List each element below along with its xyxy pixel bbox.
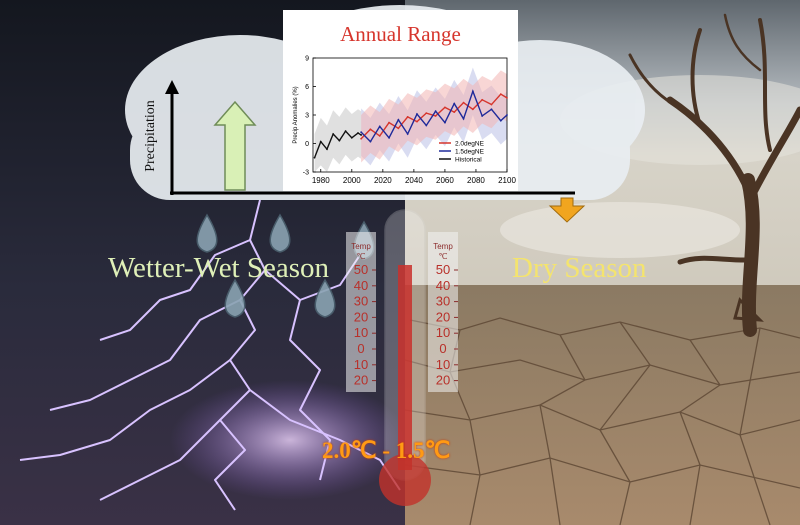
data-point-2.0degNE: [453, 111, 456, 114]
data-point-1.5degNE: [425, 124, 428, 127]
thermometer-tick-label: 10: [436, 357, 450, 372]
data-point-1.5degNE: [481, 115, 484, 117]
data-point-2.0degNE: [481, 98, 484, 101]
y-tick-label: 9: [305, 56, 309, 63]
thermometer-tick-label: 10: [436, 325, 450, 340]
x-tick-label: 2060: [436, 176, 454, 185]
thermometer-tick-label: 50: [436, 262, 450, 277]
data-point-2.0degNE: [471, 108, 474, 111]
wet-season-label: Wetter-Wet Season: [108, 252, 330, 284]
legend-label-Historical: Historical: [455, 157, 482, 164]
data-point-1.5degNE: [506, 114, 508, 116]
thermometer-tick-label: 30: [436, 294, 450, 309]
thermometer-bulb: [379, 454, 431, 506]
data-point-1.5degNE: [397, 118, 400, 121]
thermometer-tick-label: 20: [354, 309, 368, 324]
cracked-earth: [405, 285, 800, 525]
data-point-2.0degNE: [369, 128, 372, 131]
temperature-range-label: 2.0℃ - 1.5℃: [322, 438, 451, 463]
thermometer-tick-label: 50: [354, 262, 368, 277]
data-point-2.0degNE: [397, 127, 400, 130]
data-point-2.0degNE: [506, 97, 508, 99]
data-point-1.5degNE: [462, 117, 465, 120]
thermometer-tick-label: 30: [354, 294, 368, 309]
data-point-2.0degNE: [434, 115, 437, 117]
thermometer-tick-label: 20: [436, 309, 450, 324]
chart-ylabel: Precip Anomalies (%): [293, 86, 299, 143]
thermometer-title-right: Temp: [433, 242, 453, 251]
up-arrow: [213, 100, 257, 191]
data-point-Historical: [332, 133, 335, 135]
thermometer-scale-left: [346, 232, 376, 392]
data-point-Historical: [357, 132, 359, 134]
data-point-1.5degNE: [369, 140, 372, 143]
data-point-2.0degNE: [425, 112, 428, 114]
precipitation-axis-label: Precipitation: [143, 100, 158, 172]
data-point-Historical: [326, 148, 328, 151]
data-point-1.5degNE: [360, 131, 363, 133]
data-point-2.0degNE: [388, 121, 390, 124]
data-point-2.0degNE: [444, 106, 446, 109]
thermometer-scale-right: [428, 232, 458, 392]
x-tick-label: 2040: [405, 176, 423, 185]
x-tick-label: 1980: [312, 176, 330, 185]
data-point-1.5degNE: [406, 133, 409, 135]
data-point-Historical: [319, 140, 322, 143]
thermometer-title-left: Temp: [351, 242, 371, 251]
x-tick-label: 2020: [374, 176, 392, 185]
dead-tree: [628, 13, 800, 337]
data-point-2.0degNE: [499, 93, 502, 95]
thermometer-tick-label: 10: [354, 325, 368, 340]
thermometer-tick-label: 0: [439, 341, 446, 356]
precipitation-axis-arrowhead: [165, 80, 179, 94]
x-tick-label: 2100: [498, 176, 516, 185]
data-point-1.5degNE: [471, 90, 474, 93]
dry-season-label: Dry Season: [512, 252, 647, 284]
data-point-2.0degNE: [416, 120, 418, 123]
y-tick-label: 6: [305, 84, 309, 91]
y-tick-label: -3: [303, 170, 309, 177]
thermometer-mercury: [398, 265, 412, 470]
thermometer-tick-label: 0: [357, 341, 364, 356]
legend-label-2.0degNE: 2.0degNE: [455, 141, 485, 148]
thermometer-tick-label: 20: [436, 373, 450, 388]
thermometer-tick-label: 40: [354, 278, 368, 293]
y-tick-label: 0: [305, 141, 309, 148]
thermometer-unit-right: ℃: [439, 252, 448, 261]
chart-title: Annual Range: [340, 22, 461, 46]
thermometer-tick-label: 10: [354, 357, 368, 372]
data-point-Historical: [344, 130, 347, 133]
thermometer-tick-label: 40: [436, 278, 450, 293]
data-point-1.5degNE: [444, 121, 446, 124]
data-point-2.0degNE: [406, 116, 409, 118]
data-point-Historical: [360, 134, 363, 136]
x-tick-label: 2080: [467, 176, 485, 185]
data-point-Historical: [350, 136, 353, 139]
thermometer-tick-label: 20: [354, 373, 368, 388]
data-point-2.0degNE: [378, 135, 381, 137]
legend-label-1.5degNE: 1.5degNE: [455, 149, 485, 156]
down-arrow: [548, 197, 586, 223]
data-point-1.5degNE: [453, 102, 456, 105]
thermometer-unit-left: ℃: [357, 252, 366, 261]
data-point-1.5degNE: [388, 136, 390, 139]
data-point-2.0degNE: [490, 103, 493, 106]
data-point-2.0degNE: [360, 137, 363, 140]
data-point-1.5degNE: [434, 110, 437, 113]
data-point-1.5degNE: [378, 125, 381, 128]
data-point-1.5degNE: [416, 113, 418, 115]
chart-inset: 9 6 3 0 -3 1980 2000 2020 2040 2060 2080 2100 Precip…: [283, 10, 518, 191]
data-point-2.0degNE: [462, 101, 465, 104]
data-point-Historical: [338, 139, 341, 142]
data-point-1.5degNE: [499, 119, 502, 122]
data-point-Historical: [313, 156, 316, 159]
y-tick-label: 3: [305, 113, 309, 120]
data-point-1.5degNE: [490, 108, 493, 111]
series-band-2.0degNE: [361, 70, 507, 163]
x-tick-label: 2000: [343, 176, 361, 185]
